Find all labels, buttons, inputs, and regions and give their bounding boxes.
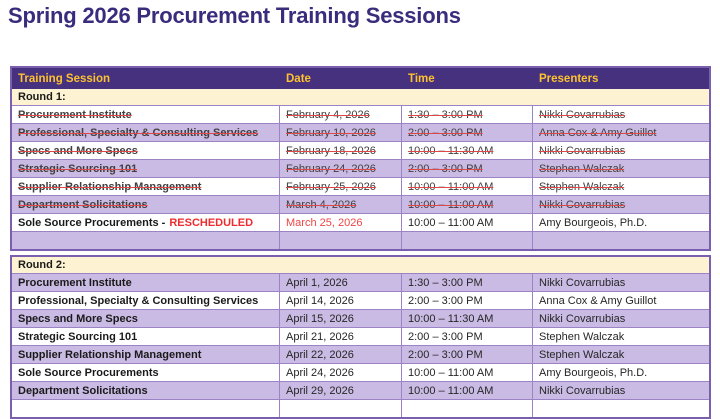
presenters-cell: Nikki Covarrubias [539,108,626,121]
session-cell [12,232,280,249]
time-cell [402,232,533,249]
time-cell: 10:00 – 11:00 AM [402,382,533,399]
date-cell: April 15, 2026 [280,310,402,327]
rescheduled-flag: RESCHEDULED [169,216,254,229]
date-cell: April 22, 2026 [280,346,402,363]
date-cell: February 4, 2026 [280,106,402,123]
table-row: Procurement Institute February 4, 2026 1:3… [12,106,709,123]
table-header-row: Training Session Date Time Presenters [12,68,709,89]
time-cell: 10:00 – 11:00 AM [402,178,533,195]
presenters-cell: Stephen Walczak [539,162,625,175]
table-row: Department Solicitations April 29, 2026 10… [12,381,709,399]
presenters-cell: Anna Cox & Amy Guillot [539,126,657,139]
table-row [12,399,709,417]
time-cell: 1:30 – 3:00 PM [402,274,533,291]
presenters-cell: Stephen Walczak [539,348,625,361]
date-cell: April 29, 2026 [280,382,402,399]
session-cell: Professional, Specialty & Consulting Ser… [12,292,280,309]
column-header-training-session: Training Session [18,72,111,85]
presenters-cell: Nikki Covarrubias [539,276,626,289]
session-cell: Professional, Specialty & Consulting Ser… [12,124,280,141]
presenters-cell: Nikki Covarrubias [539,312,626,325]
session-cell: Specs and More Specs [12,142,280,159]
date-cell [280,400,402,417]
round-1-block: Training Session Date Time Presenters Ro… [10,66,711,251]
session-cell: Supplier Relationship Management [12,346,280,363]
table-row [12,231,709,249]
table-row: Professional, Specialty & Consulting Ser… [12,291,709,309]
time-cell: 10:00 – 11:00 AM [402,214,533,231]
table-row: Sole Source Procurements - RESCHEDULED Mar… [12,213,709,231]
session-cell: Department Solicitations [12,382,280,399]
session-cell: Procurement Institute [12,274,280,291]
time-cell: 1:30 – 3:00 PM [402,106,533,123]
date-cell: April 1, 2026 [280,274,402,291]
table-row: Strategic Sourcing 101 February 24, 2026 2… [12,159,709,177]
round-2-block: Round 2: Procurement Institute April 1, 20… [10,255,711,419]
time-cell: 2:00 – 3:00 PM [402,160,533,177]
table-row: Supplier Relationship Management February… [12,177,709,195]
session-cell: Strategic Sourcing 101 [12,328,280,345]
session-cell: Strategic Sourcing 101 [12,160,280,177]
time-cell: 10:00 – 11:00 AM [402,364,533,381]
table-row: Strategic Sourcing 101 April 21, 2026 2:00… [12,327,709,345]
date-cell: February 25, 2026 [280,178,402,195]
date-cell [280,232,402,249]
section-label: Round 2: [18,259,66,271]
session-cell: Department Solicitations [12,196,280,213]
time-cell: 10:00 – 11:30 AM [402,310,533,327]
date-cell: February 10, 2026 [280,124,402,141]
section-label-row: Round 1: [12,89,709,106]
session-cell: Specs and More Specs [12,310,280,327]
presenters-cell [533,400,709,417]
time-cell: 2:00 – 3:00 PM [402,292,533,309]
presenters-cell [533,232,709,249]
column-header-time: Time [408,72,435,85]
table-row: Department Solicitations March 4, 2026 10:… [12,195,709,213]
column-header-presenters: Presenters [539,72,599,85]
date-cell: April 24, 2026 [280,364,402,381]
page-title: Spring 2026 Procurement Training Session… [8,3,461,28]
date-cell: April 14, 2026 [280,292,402,309]
table-row: Sole Source Procurements April 24, 2026 10… [12,363,709,381]
date-cell: March 25, 2026 [280,214,402,231]
section-label-row: Round 2: [12,257,709,274]
column-header-date: Date [286,72,311,85]
time-cell [402,400,533,417]
table-row: Professional, Specialty & Consulting Ser… [12,123,709,141]
presenters-cell: Nikki Covarrubias [539,384,626,397]
presenters-cell: Amy Bourgeois, Ph.D. [539,216,648,229]
presenters-cell: Nikki Covarrubias [539,198,626,211]
presenters-cell: Nikki Covarrubias [539,144,626,157]
date-cell: March 4, 2026 [280,196,402,213]
table-row: Specs and More Specs February 18, 2026 10:… [12,141,709,159]
table-row: Procurement Institute April 1, 2026 1:30 –… [12,274,709,291]
session-cell: Supplier Relationship Management [12,178,280,195]
table-row: Supplier Relationship Management April 22… [12,345,709,363]
presenters-cell: Anna Cox & Amy Guillot [539,294,657,307]
training-sessions-table: Training Session Date Time Presenters Ro… [10,66,711,419]
session-cell: Sole Source Procurements [12,364,280,381]
time-cell: 2:00 – 3:00 PM [402,346,533,363]
time-cell: 10:00 – 11:30 AM [402,142,533,159]
presenters-cell: Amy Bourgeois, Ph.D. [539,366,648,379]
date-cell: April 21, 2026 [280,328,402,345]
presenters-cell: Stephen Walczak [539,180,625,193]
time-cell: 10:00 – 11:00 AM [402,196,533,213]
table-row: Specs and More Specs April 15, 2026 10:00 … [12,309,709,327]
time-cell: 2:00 – 3:00 PM [402,124,533,141]
presenters-cell: Stephen Walczak [539,330,625,343]
date-cell: February 18, 2026 [280,142,402,159]
session-cell [12,400,280,417]
section-label: Round 1: [18,91,66,103]
session-cell: Sole Source Procurements - RESCHEDULED [12,214,280,231]
time-cell: 2:00 – 3:00 PM [402,328,533,345]
date-cell: February 24, 2026 [280,160,402,177]
session-cell: Procurement Institute [12,106,280,123]
